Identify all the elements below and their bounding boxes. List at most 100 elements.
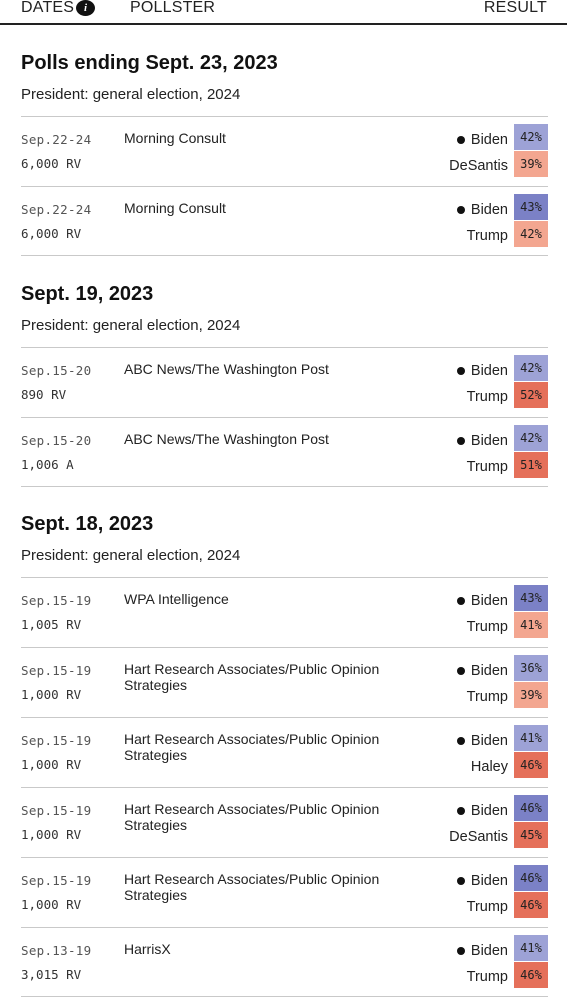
candidate-a-percent: 36% — [514, 655, 548, 681]
candidate-b-percent: 46% — [514, 962, 548, 988]
leader-dot-icon — [457, 807, 465, 815]
pollster-name[interactable]: Morning Consult — [124, 130, 226, 146]
pollster-name[interactable]: WPA Intelligence — [124, 591, 229, 607]
poll-sample-size: 1,000 RV — [21, 827, 82, 842]
candidate-b-percent: 41% — [514, 612, 548, 638]
info-icon[interactable]: i — [76, 0, 95, 16]
poll-dates: Sep.22-24 — [21, 132, 92, 147]
result-column-header[interactable]: RESULT — [483, 0, 547, 16]
poll-sample-size: 1,006 A — [21, 457, 74, 472]
leader-dot-icon — [457, 877, 465, 885]
section-title: Sept. 18, 2023 — [21, 513, 154, 535]
pollster-name[interactable]: Hart Research Associates/Public Opinion … — [124, 661, 380, 693]
pollster-name[interactable]: Morning Consult — [124, 200, 226, 216]
candidate-b-name: Trump — [466, 969, 508, 985]
poll-sample-size: 1,000 RV — [21, 897, 82, 912]
candidate-a-name: Biden — [470, 733, 508, 749]
leader-dot-icon — [457, 437, 465, 445]
poll-row[interactable]: Sep.15-20 890 RV ABC News/The Washington P… — [21, 347, 548, 417]
poll-dates: Sep.22-24 — [21, 202, 92, 217]
leader-dot-icon — [457, 367, 465, 375]
candidate-b-name: Haley — [470, 759, 508, 775]
candidate-b-percent: 39% — [514, 682, 548, 708]
section-title: Sept. 19, 2023 — [21, 283, 154, 305]
candidate-b-percent: 46% — [514, 752, 548, 778]
candidate-a-percent: 42% — [514, 425, 548, 451]
candidate-a-percent: 46% — [514, 795, 548, 821]
table-header: DATES i POLLSTER RESULT — [0, 0, 567, 25]
leader-dot-icon — [457, 667, 465, 675]
poll-dates: Sep.15-19 — [21, 593, 92, 608]
candidate-a-name: Biden — [470, 363, 508, 379]
candidate-a-name: Biden — [470, 803, 508, 819]
poll-row[interactable]: Sep.15-19 1,000 RV Hart Research Associate… — [21, 717, 548, 787]
candidate-a-name: Biden — [470, 663, 508, 679]
poll-row[interactable]: Sep.15-20 1,006 A ABC News/The Washington … — [21, 417, 548, 487]
poll-row[interactable]: Sep.15-19 1,000 RV Hart Research Associate… — [21, 787, 548, 857]
poll-sample-size: 1,000 RV — [21, 757, 82, 772]
poll-row[interactable]: Sep.22-24 6,000 RV Morning Consult Biden Tru… — [21, 186, 548, 256]
leader-dot-icon — [457, 136, 465, 144]
candidate-a-name: Biden — [470, 132, 508, 148]
section-title: Polls ending Sept. 23, 2023 — [21, 52, 278, 74]
poll-dates: Sep.15-19 — [21, 663, 92, 678]
candidate-a-name: Biden — [470, 433, 508, 449]
pollster-name[interactable]: Hart Research Associates/Public Opinion … — [124, 871, 380, 903]
pollster-name[interactable]: ABC News/The Washington Post — [124, 431, 329, 447]
poll-dates: Sep.13-19 — [21, 943, 92, 958]
candidate-b-percent: 39% — [514, 151, 548, 177]
candidate-b-percent: 46% — [514, 892, 548, 918]
leader-dot-icon — [457, 947, 465, 955]
poll-dates: Sep.15-20 — [21, 363, 92, 378]
candidate-a-percent: 42% — [514, 124, 548, 150]
poll-row[interactable]: Sep.15-19 1,000 RV Hart Research Associate… — [21, 647, 548, 717]
poll-row[interactable]: Sep.15-19 1,005 RV WPA Intelligence Biden Tr… — [21, 577, 548, 647]
candidate-a-percent: 41% — [514, 725, 548, 751]
poll-dates: Sep.15-19 — [21, 733, 92, 748]
candidate-a-percent: 43% — [514, 194, 548, 220]
poll-sample-size: 6,000 RV — [21, 226, 82, 241]
candidate-a-percent: 41% — [514, 935, 548, 961]
candidate-b-name: Trump — [466, 389, 508, 405]
candidate-a-name: Biden — [470, 202, 508, 218]
leader-dot-icon — [457, 737, 465, 745]
dates-column-header[interactable]: DATES — [21, 0, 75, 16]
pollster-name[interactable]: Hart Research Associates/Public Opinion … — [124, 801, 380, 833]
poll-sample-size: 3,015 RV — [21, 967, 82, 982]
candidate-b-percent: 45% — [514, 822, 548, 848]
poll-dates: Sep.15-19 — [21, 873, 92, 888]
section-subtitle: President: general election, 2024 — [21, 547, 241, 564]
candidate-b-percent: 51% — [514, 452, 548, 478]
candidate-a-name: Biden — [470, 873, 508, 889]
candidate-b-name: Trump — [466, 228, 508, 244]
pollster-name[interactable]: ABC News/The Washington Post — [124, 361, 329, 377]
leader-dot-icon — [457, 597, 465, 605]
pollster-column-header[interactable]: POLLSTER — [130, 0, 216, 16]
poll-sample-size: 890 RV — [21, 387, 67, 402]
candidate-a-percent: 43% — [514, 585, 548, 611]
candidate-b-name: DeSantis — [449, 829, 508, 845]
pollster-name[interactable]: HarrisX — [124, 941, 171, 957]
poll-dates: Sep.15-20 — [21, 433, 92, 448]
poll-row[interactable]: Sep.13-19 3,015 RV HarrisX Biden Trump 41% 46% — [21, 927, 548, 997]
candidate-b-name: Trump — [466, 619, 508, 635]
candidate-b-name: DeSantis — [449, 158, 508, 174]
candidate-b-name: Trump — [466, 689, 508, 705]
leader-dot-icon — [457, 206, 465, 214]
candidate-a-name: Biden — [470, 943, 508, 959]
poll-sample-size: 1,005 RV — [21, 617, 82, 632]
candidate-b-name: Trump — [466, 899, 508, 915]
poll-dates: Sep.15-19 — [21, 803, 92, 818]
pollster-name[interactable]: Hart Research Associates/Public Opinion … — [124, 731, 380, 763]
candidate-b-percent: 52% — [514, 382, 548, 408]
poll-sample-size: 6,000 RV — [21, 156, 82, 171]
section-subtitle: President: general election, 2024 — [21, 86, 241, 103]
poll-row[interactable]: Sep.15-19 1,000 RV Hart Research Associate… — [21, 857, 548, 927]
candidate-a-percent: 46% — [514, 865, 548, 891]
candidate-a-percent: 42% — [514, 355, 548, 381]
candidate-b-name: Trump — [466, 459, 508, 475]
poll-row[interactable]: Sep.22-24 6,000 RV Morning Consult Biden DeS… — [21, 116, 548, 186]
candidate-a-name: Biden — [470, 593, 508, 609]
section-subtitle: President: general election, 2024 — [21, 317, 241, 334]
candidate-b-percent: 42% — [514, 221, 548, 247]
